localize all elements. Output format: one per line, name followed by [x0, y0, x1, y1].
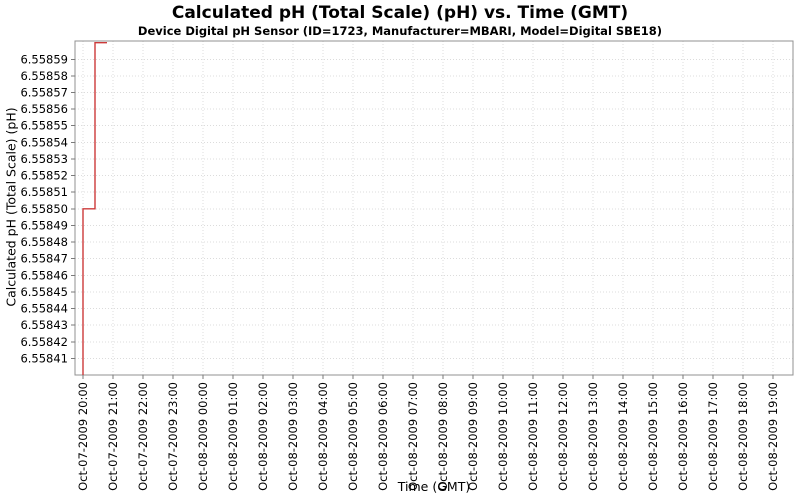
x-tick-label: Oct-08-2009 03:00 [286, 382, 300, 491]
x-tick-label: Oct-08-2009 05:00 [346, 382, 360, 491]
x-tick-label: Oct-08-2009 02:00 [256, 382, 270, 491]
x-tick-label: Oct-08-2009 08:00 [436, 382, 450, 491]
x-tick-label: Oct-08-2009 18:00 [736, 382, 750, 491]
y-tick-label: 6.55843 [20, 318, 68, 332]
x-tick-label: Oct-08-2009 12:00 [556, 382, 570, 491]
y-tick-label: 6.55857 [20, 86, 68, 100]
y-tick-label: 6.55859 [20, 52, 68, 66]
x-tick-label: Oct-07-2009 23:00 [166, 382, 180, 491]
y-axis-title: Calculated pH (Total Scale) (pH) [3, 107, 19, 307]
x-tick-label: Oct-08-2009 11:00 [526, 382, 540, 491]
chart-subtitle: Device Digital pH Sensor (ID=1723, Manuf… [137, 24, 663, 38]
x-tick-label: Oct-08-2009 14:00 [616, 382, 630, 491]
x-tick-label: Oct-08-2009 15:00 [646, 382, 660, 491]
y-tick-label: 6.55844 [20, 302, 68, 316]
y-tick-label: 6.55845 [20, 285, 68, 299]
x-tick-label: Oct-07-2009 22:00 [136, 382, 150, 491]
y-tick-label: 6.55855 [20, 119, 68, 133]
y-tick-label: 6.55848 [20, 235, 68, 249]
x-tick-label: Oct-08-2009 13:00 [586, 382, 600, 491]
y-tick-label: 6.55854 [20, 135, 68, 149]
x-tick-label: Oct-08-2009 09:00 [466, 382, 480, 491]
chart-title: Calculated pH (Total Scale) (pH) vs. Tim… [171, 3, 629, 23]
y-tick-label: 6.55846 [20, 268, 68, 282]
x-tick-label: Oct-08-2009 07:00 [406, 382, 420, 491]
x-tick-label: Oct-07-2009 20:00 [76, 382, 90, 491]
x-tick-label: Oct-08-2009 16:00 [676, 382, 690, 491]
plot-border [74, 40, 794, 376]
x-tick-label: Oct-08-2009 10:00 [496, 382, 510, 491]
x-axis-title: Time (GMT) [397, 479, 471, 494]
y-tick-label: 6.55847 [20, 252, 68, 266]
x-tick-label: Oct-08-2009 06:00 [376, 382, 390, 491]
y-tick-label: 6.55841 [20, 351, 68, 365]
x-tick-label: Oct-08-2009 00:00 [196, 382, 210, 491]
y-tick-label: 6.55856 [20, 102, 68, 116]
x-tick-label: Oct-08-2009 04:00 [316, 382, 330, 491]
x-tick-label: Oct-08-2009 17:00 [706, 382, 720, 491]
y-tick-label: 6.55852 [20, 169, 68, 183]
x-tick-label: Oct-08-2009 01:00 [226, 382, 240, 491]
y-tick-label: 6.55858 [20, 69, 68, 83]
y-tick-label: 6.55842 [20, 335, 68, 349]
y-tick-label: 6.55849 [20, 218, 68, 232]
y-tick-label: 6.55853 [20, 152, 68, 166]
y-tick-label: 6.55850 [20, 202, 68, 216]
series-line [82, 42, 107, 375]
y-tick-label: 6.55851 [20, 185, 68, 199]
x-tick-label: Oct-07-2009 21:00 [106, 382, 120, 491]
x-tick-label: Oct-08-2009 19:00 [766, 382, 780, 491]
